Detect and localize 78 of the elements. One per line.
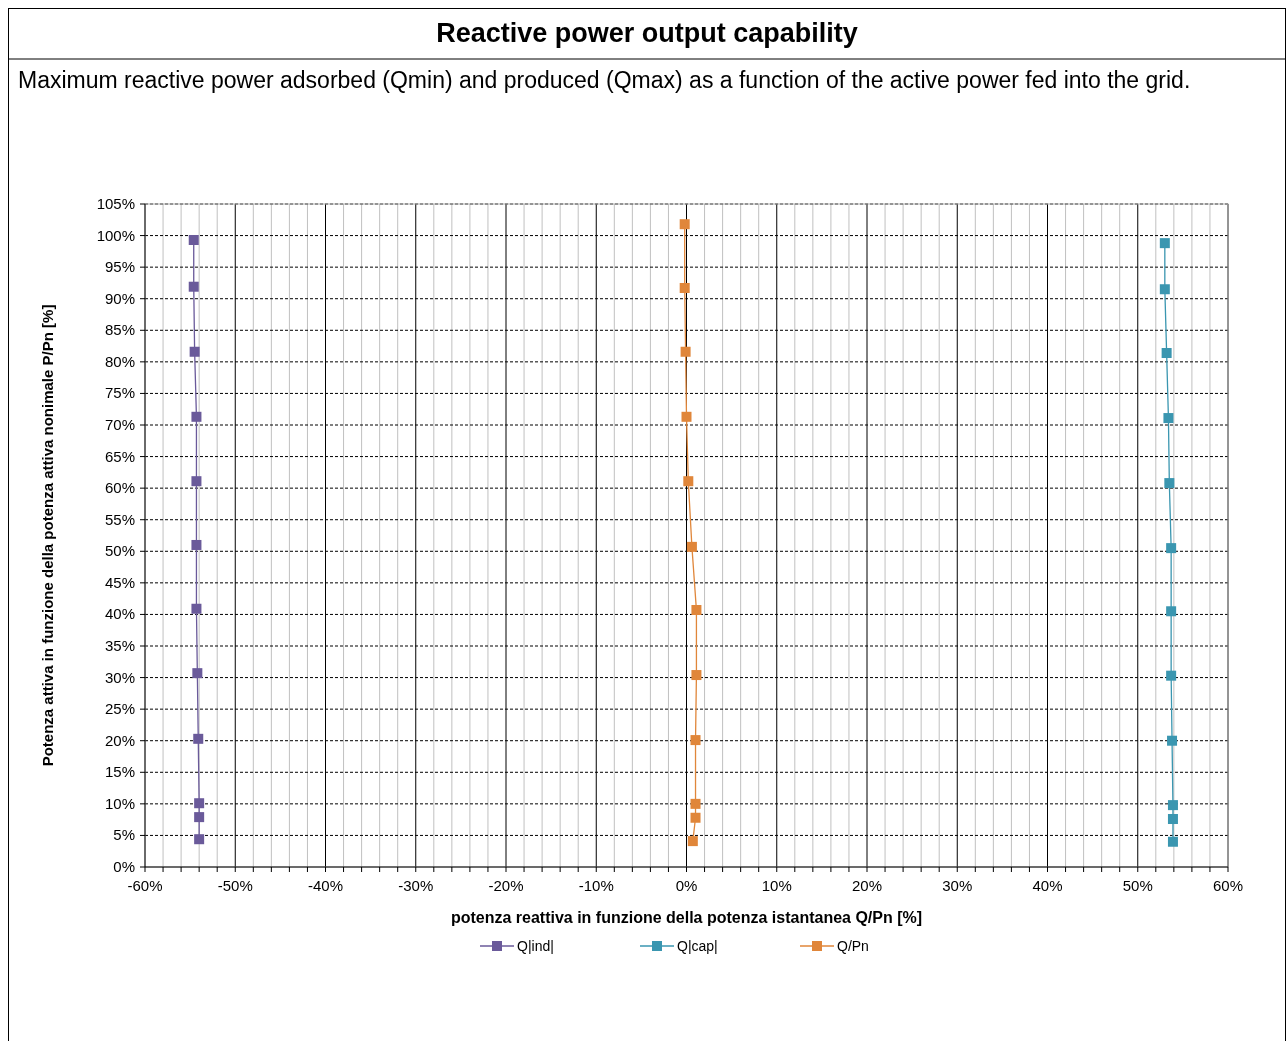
point (191, 476, 202, 487)
point (681, 411, 692, 422)
x-tick-label: 30% (942, 877, 973, 894)
point (1163, 413, 1174, 424)
x-tick-label: 40% (1032, 877, 1063, 894)
point (679, 282, 690, 293)
x-axis-title: potenza reattiva in funzione della potenza istantanea Q/Pn [%] (450, 909, 923, 926)
y-tick-label: 45% (104, 573, 135, 591)
y-tick-label: 35% (104, 637, 135, 654)
point (1167, 800, 1178, 811)
x-tick-label: -10% (578, 877, 614, 894)
point (1166, 670, 1177, 681)
legend-label: Q/Pn (837, 938, 869, 954)
point (191, 539, 202, 550)
y-tick-label: 65% (104, 447, 135, 465)
point (683, 476, 694, 487)
point (1161, 348, 1172, 359)
point (691, 670, 702, 681)
y-tick-label: 90% (104, 289, 135, 307)
x-tick-label: -40% (307, 877, 344, 894)
x-tick-label: -30% (398, 877, 434, 894)
point (194, 798, 205, 809)
y-tick-label: 100% (96, 226, 135, 244)
point (194, 834, 205, 845)
point (1159, 284, 1170, 295)
point (690, 798, 701, 809)
point (1164, 478, 1175, 489)
x-tick-label: 50% (1122, 877, 1153, 894)
point (1159, 238, 1170, 249)
y-tick-label: 55% (104, 510, 135, 528)
point (687, 836, 698, 847)
legend-label: Q|cap| (677, 938, 718, 954)
point (1166, 543, 1177, 554)
y-tick-label: 25% (104, 700, 135, 718)
point (193, 733, 204, 744)
point (679, 219, 690, 230)
point (1167, 735, 1178, 746)
y-tick-label: 40% (104, 605, 135, 623)
point (1167, 836, 1178, 847)
y-tick-label: 10% (104, 794, 135, 812)
x-tick-label: 60% (1212, 877, 1244, 894)
y-tick-label: 30% (104, 668, 135, 686)
chart-subtitle: Maximum reactive power adsorbed (Qmin) and produced (Qmax) as a function of the active power fed into the grid. (18, 66, 1192, 95)
y-tick-label: 0% (113, 858, 135, 875)
point (690, 812, 701, 823)
point (188, 234, 199, 245)
y-tick-label: 20% (104, 731, 135, 749)
point (1167, 814, 1178, 825)
x-tick-label: -50% (217, 877, 253, 894)
x-tick-label: 10% (761, 877, 792, 894)
y-tick-label: 60% (104, 479, 135, 497)
y-tick-label: 70% (104, 416, 135, 433)
point (691, 605, 702, 616)
y-tick-label: 15% (104, 763, 135, 781)
x-tick-label: -60% (127, 877, 163, 894)
point (188, 281, 199, 292)
y-axis-title: Potenza attiva in funzione della potenza attiva nonimale P/Pn [%] (39, 304, 56, 767)
y-tick-label: 5% (113, 826, 135, 844)
y-tick-label: 75% (104, 384, 135, 402)
chart-title: Reactive power output capability (436, 18, 858, 48)
point (194, 812, 205, 823)
x-tick-label: -20% (488, 877, 524, 894)
point (690, 735, 701, 746)
point (680, 346, 691, 357)
point (189, 346, 200, 357)
point (191, 603, 202, 614)
point (686, 541, 697, 552)
x-tick-label: 0% (675, 877, 698, 894)
point (1166, 606, 1177, 617)
legend-label: Q|ind| (517, 938, 554, 954)
x-tick-label: 20% (851, 877, 883, 894)
y-tick-label: 85% (104, 321, 135, 339)
point (191, 411, 202, 422)
y-tick-label: 95% (104, 258, 135, 276)
point (192, 668, 203, 679)
y-tick-label: 80% (104, 352, 135, 370)
y-tick-label: 50% (104, 542, 135, 560)
y-tick-label: 105% (96, 195, 135, 212)
